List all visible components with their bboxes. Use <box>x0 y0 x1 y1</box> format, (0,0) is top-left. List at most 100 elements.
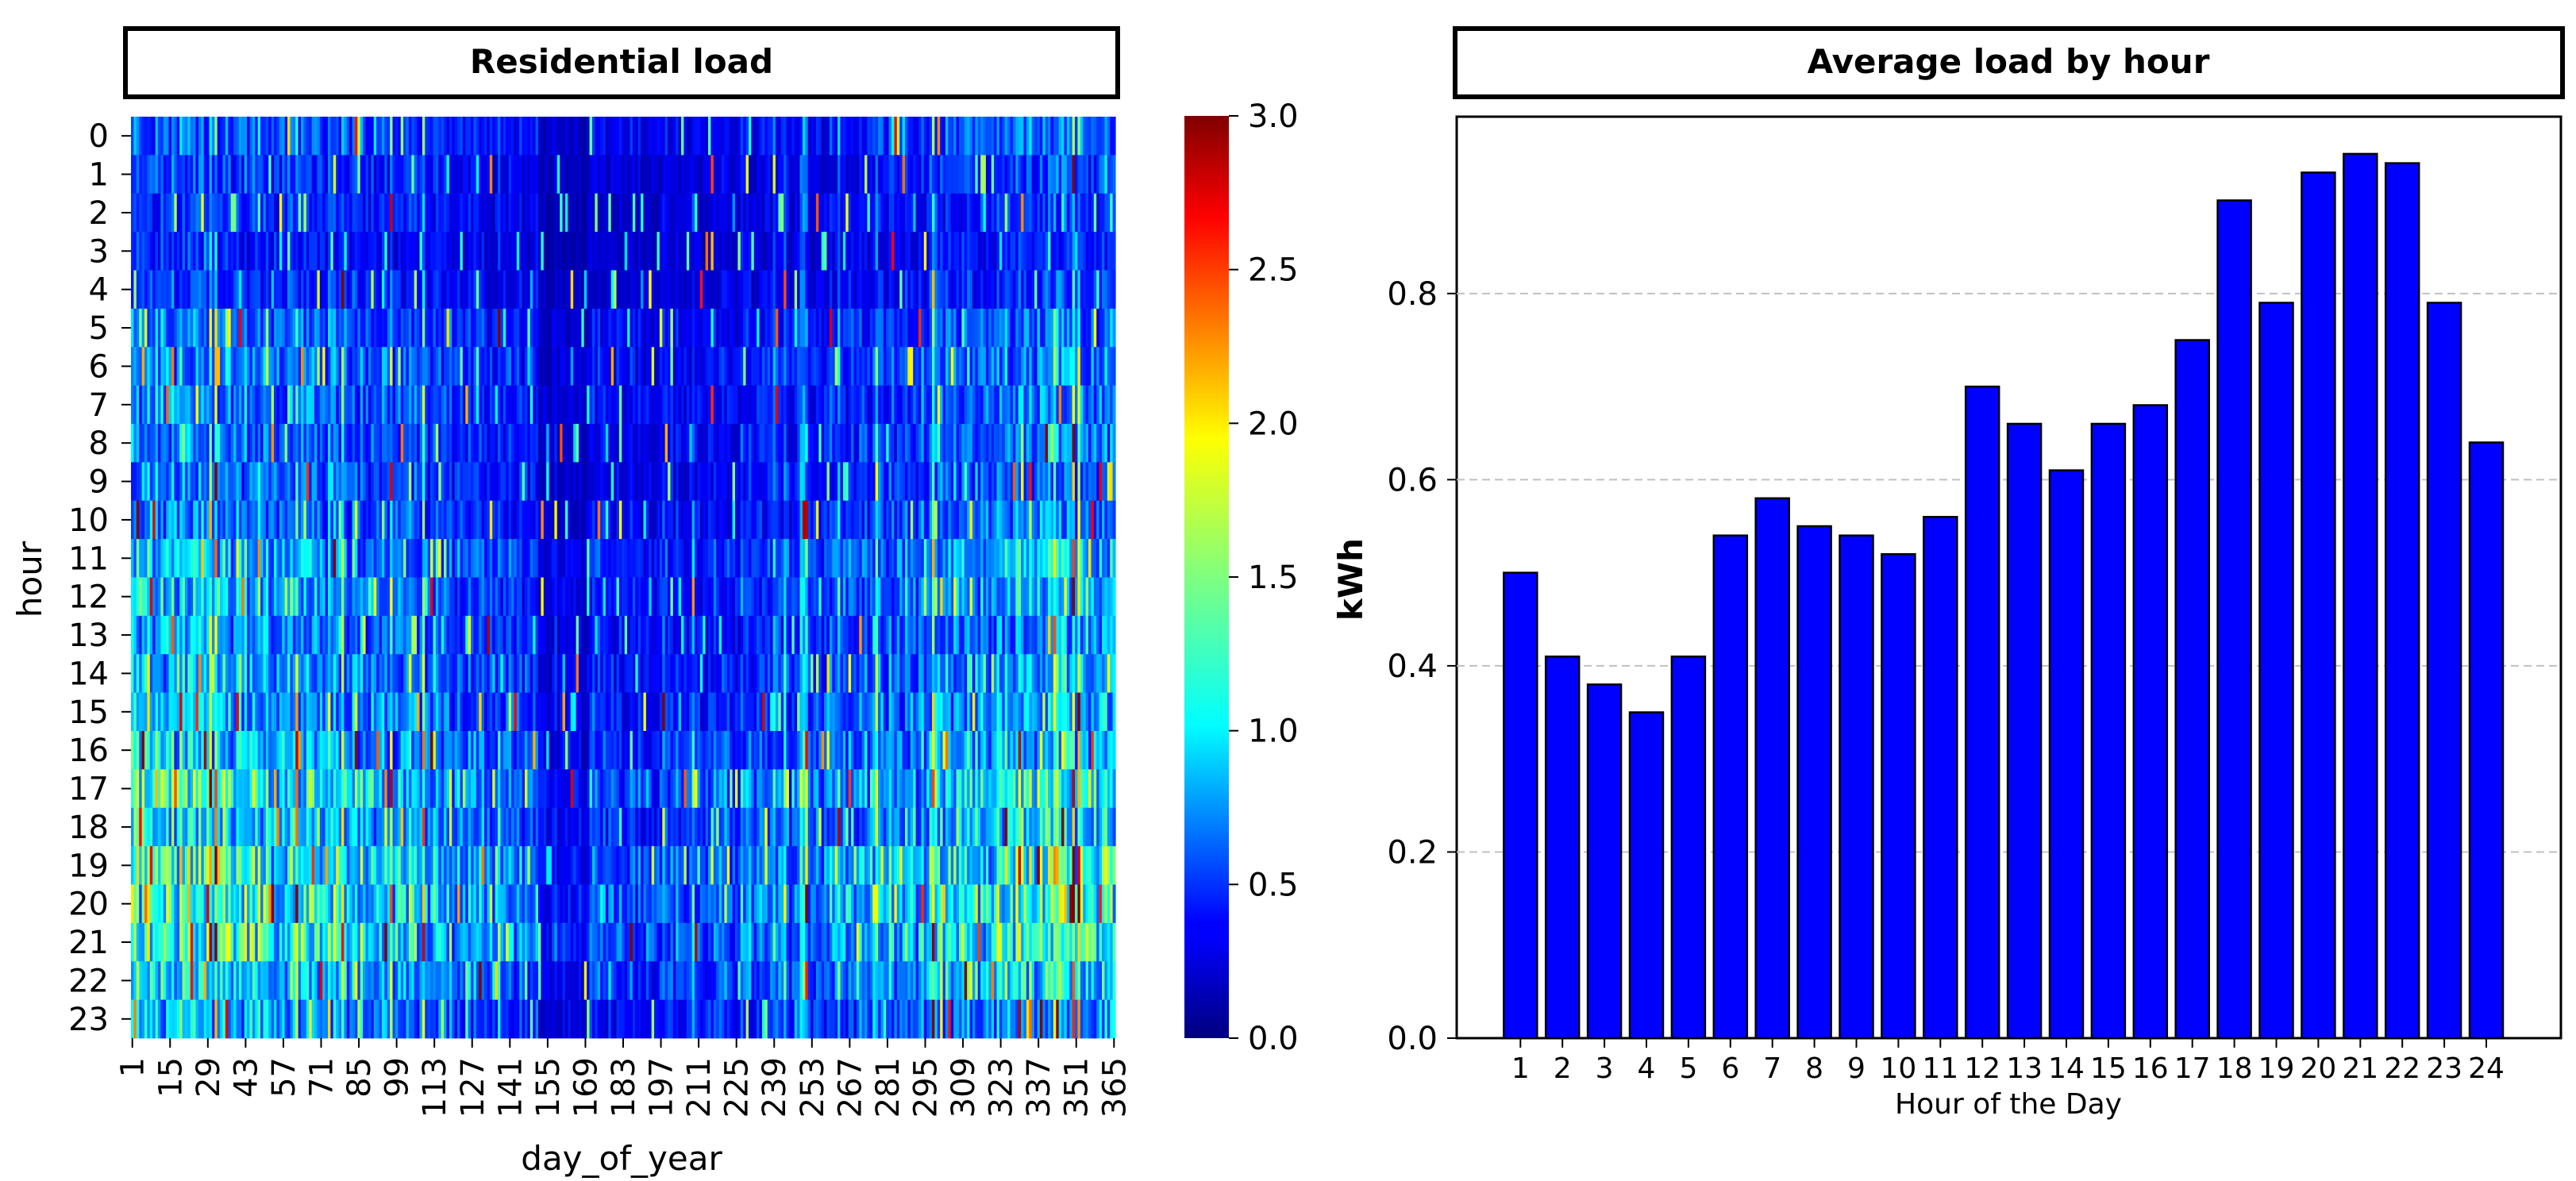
heatmap-cell <box>802 615 806 655</box>
heatmap-cell <box>691 232 695 271</box>
heatmap-cell <box>929 270 933 310</box>
heatmap-cell <box>743 424 747 463</box>
heatmap-cell <box>260 193 264 233</box>
heatmap-cell <box>597 308 601 348</box>
heatmap-cell <box>867 577 871 617</box>
heatmap-cell <box>802 155 806 194</box>
heatmap-cell <box>1085 232 1089 271</box>
heatmap-cell <box>622 539 626 578</box>
heatmap-cell <box>999 385 1003 425</box>
heatmap-cell <box>441 308 445 348</box>
heatmap-cell <box>689 232 693 271</box>
heatmap-cell <box>837 347 841 387</box>
heatmap-cell <box>953 500 957 540</box>
heatmap-cell <box>352 155 356 194</box>
heatmap-cell <box>977 500 981 540</box>
heatmap-cell <box>832 155 836 194</box>
heatmap-cell <box>745 500 749 540</box>
heatmap-cell <box>376 155 380 194</box>
heatmap-cell <box>484 424 488 463</box>
heatmap-cell <box>314 270 318 310</box>
heatmap-cell <box>425 155 429 194</box>
heatmap-cell <box>637 539 641 578</box>
heatmap-cell <box>1096 500 1100 540</box>
heatmap-cell <box>1085 500 1089 540</box>
heatmap-cell <box>195 193 199 233</box>
heatmap-cell <box>678 539 682 578</box>
heatmap-cell <box>994 462 998 502</box>
heatmap-cell <box>991 308 995 348</box>
heatmap-cell <box>279 232 283 271</box>
heatmap-cell <box>910 155 914 194</box>
heatmap-cell <box>309 462 313 502</box>
heatmap-cell <box>214 347 218 387</box>
heatmap-cell <box>379 500 383 540</box>
heatmap-cell <box>622 615 626 655</box>
heatmap-cell <box>805 500 809 540</box>
heatmap-cell <box>624 539 628 578</box>
heatmap-cell <box>576 117 580 156</box>
heatmap-cell <box>1050 117 1054 156</box>
heatmap-cell <box>511 424 515 463</box>
heatmap-cell <box>206 270 210 310</box>
heatmap-cell <box>649 462 653 502</box>
heatmap-cell <box>641 577 645 617</box>
heatmap-cell <box>654 385 658 425</box>
heatmap-cell <box>654 424 658 463</box>
heatmap-cell <box>716 539 720 578</box>
heatmap-cell <box>778 117 782 156</box>
heatmap-cell <box>657 347 660 387</box>
heatmap-cell <box>303 270 307 310</box>
heatmap-cell <box>236 155 240 194</box>
heatmap-cell <box>322 270 326 310</box>
heatmap-cell <box>543 500 547 540</box>
heatmap-cell <box>444 232 448 271</box>
heatmap-cell <box>257 577 261 617</box>
heatmap-cell <box>1061 500 1065 540</box>
heatmap-cell <box>562 385 566 425</box>
heatmap-cell <box>1072 155 1076 194</box>
heatmap-cell <box>1104 232 1108 271</box>
heatmap-cell <box>425 577 429 617</box>
heatmap-cell <box>573 615 577 655</box>
heatmap-cell <box>583 462 587 502</box>
heatmap-cell <box>802 462 806 502</box>
heatmap-cell <box>487 232 491 271</box>
heatmap-cell <box>419 539 423 578</box>
heatmap-cell <box>1002 193 1006 233</box>
heatmap-cell <box>225 155 229 194</box>
heatmap-cell <box>1091 500 1095 540</box>
heatmap-cell <box>390 462 394 502</box>
heatmap-cell <box>818 347 822 387</box>
heatmap-cell <box>635 462 639 502</box>
heatmap-cell <box>815 500 819 540</box>
heatmap-cell <box>651 385 655 425</box>
heatmap-cell <box>1077 117 1081 156</box>
heatmap-cell <box>198 232 202 271</box>
heatmap-cell <box>753 347 757 387</box>
heatmap-cell <box>718 308 722 348</box>
heatmap-cell <box>664 155 668 194</box>
heatmap-cell <box>1069 424 1073 463</box>
heatmap-cell <box>241 155 245 194</box>
heatmap-cell <box>457 615 461 655</box>
heatmap-cell <box>546 308 550 348</box>
heatmap-cell <box>770 539 774 578</box>
heatmap-cell <box>1088 193 1092 233</box>
heatmap-cell <box>705 539 709 578</box>
heatmap-cell <box>821 155 825 194</box>
heatmap-cell <box>1010 539 1014 578</box>
heatmap-cell <box>686 462 690 502</box>
heatmap-cell <box>662 347 666 387</box>
heatmap-cell <box>805 462 809 502</box>
heatmap-cell <box>529 500 533 540</box>
heatmap-cell <box>537 615 541 655</box>
heatmap-cell <box>614 462 618 502</box>
heatmap-cell <box>417 270 421 310</box>
heatmap-cell <box>614 577 618 617</box>
heatmap-cell <box>1029 462 1033 502</box>
heatmap-cell <box>301 577 305 617</box>
heatmap-cell <box>514 270 518 310</box>
heatmap-cell <box>778 270 782 310</box>
heatmap-cell <box>697 193 701 233</box>
